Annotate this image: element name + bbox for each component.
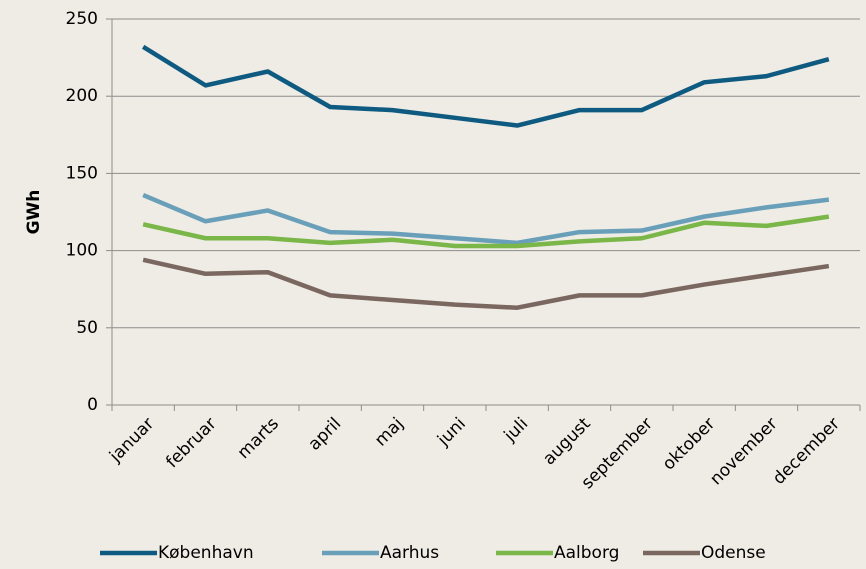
line-series [142,214,830,249]
x-tick-label: april [304,414,345,455]
x-tick-label: januar [105,414,158,467]
legend-label: Aarhus [380,543,439,563]
line-series [142,257,830,310]
y-tick-label: 250 [66,9,98,29]
x-tick-label: august [539,414,595,470]
line-series [142,192,830,246]
line-series [141,44,830,128]
y-tick-label: 0 [87,395,98,415]
x-tick-label: marts [234,414,283,463]
x-tick-label: februar [162,414,220,472]
x-tick-label: oktober [659,414,720,475]
y-axis-label: GWh [24,190,44,235]
x-tick-label: december [769,414,844,489]
x-tick-label: juni [433,414,470,451]
y-tick-label: 200 [66,86,98,106]
y-tick-label: 150 [66,163,98,183]
y-tick-label: 50 [76,318,98,338]
legend-label: København [158,543,254,563]
legend-label: Aalborg [554,543,619,563]
x-tick-label: juli [500,414,532,446]
x-tick-label: maj [371,414,408,451]
x-tick-label: november [706,414,781,489]
y-tick-label: 100 [66,241,98,261]
legend-label: Odense [701,543,766,563]
